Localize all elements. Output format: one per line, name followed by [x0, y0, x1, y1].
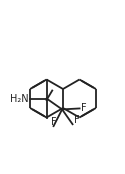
Text: F: F [81, 104, 86, 113]
Text: F: F [51, 117, 56, 127]
Text: F: F [74, 115, 79, 125]
Text: H₂N: H₂N [10, 93, 29, 104]
